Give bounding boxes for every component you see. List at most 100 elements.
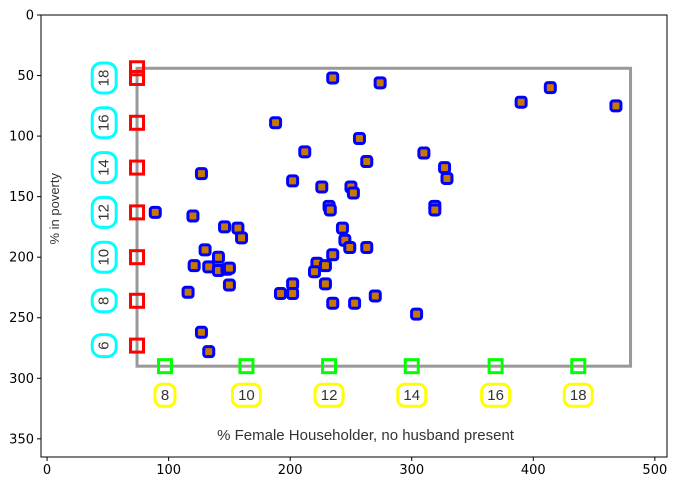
data-point xyxy=(514,95,528,109)
y-tick-box xyxy=(129,69,146,86)
inner-y-tick-label: 16 xyxy=(96,114,113,131)
data-point xyxy=(286,174,300,188)
data-point xyxy=(307,265,321,279)
outer-y-tick-label: 250 xyxy=(9,311,34,326)
inner-x-tick-label: 18 xyxy=(570,387,587,404)
y-label-box xyxy=(90,195,118,229)
inner-x-tick-label: 10 xyxy=(238,387,255,404)
data-points xyxy=(148,71,623,359)
data-point xyxy=(273,287,287,301)
data-point xyxy=(298,145,312,159)
x-tick-box xyxy=(570,358,587,375)
x-label-box xyxy=(153,382,177,408)
inner-y-tick-label: 10 xyxy=(96,249,113,266)
data-point xyxy=(222,278,236,292)
inner-x-axis-label: % Female Householder, no husband present xyxy=(217,427,515,444)
x-tick-box xyxy=(156,358,173,375)
data-point xyxy=(428,203,442,217)
y-label-box xyxy=(90,151,118,185)
data-point xyxy=(373,76,387,90)
data-point xyxy=(187,259,201,273)
y-tick-box xyxy=(129,60,146,77)
inner-y-axis-label: % in poverty xyxy=(47,172,62,244)
inner-x-tick-labels: 8 10 12 14 16 18 xyxy=(161,387,587,404)
y-tick-box xyxy=(129,114,146,131)
y-label-box xyxy=(90,106,118,140)
data-point xyxy=(346,186,360,200)
y-tick-box xyxy=(129,292,146,309)
y-label-box xyxy=(90,333,118,359)
data-point xyxy=(222,261,236,275)
data-point xyxy=(352,132,366,146)
data-point xyxy=(198,243,212,257)
data-point xyxy=(609,99,623,113)
inner-y-tick-label: 6 xyxy=(96,341,113,349)
data-point xyxy=(348,296,362,310)
data-point xyxy=(326,248,340,262)
data-point xyxy=(202,345,216,359)
outer-y-tick-label: 150 xyxy=(9,190,34,205)
x-label-box xyxy=(480,382,512,408)
x-tick-box xyxy=(403,358,420,375)
outer-y-tick-label: 0 xyxy=(26,9,34,24)
outer-x-tick-label: 400 xyxy=(521,463,546,478)
data-point xyxy=(269,116,283,130)
annotation-boxes xyxy=(90,60,594,408)
data-point xyxy=(360,155,374,169)
data-point xyxy=(543,81,557,95)
outer-axes-frame xyxy=(40,14,668,458)
outer-y-tick-label: 50 xyxy=(17,69,34,84)
data-point xyxy=(360,241,374,255)
inner-x-tick-label: 8 xyxy=(161,387,169,404)
data-point xyxy=(218,220,232,234)
outer-x-tick-label: 500 xyxy=(642,463,667,478)
outer-y-ticks: 0 50 100 150 200 250 300 350 xyxy=(9,9,41,447)
data-point xyxy=(368,289,382,303)
outer-y-tick-label: 350 xyxy=(9,432,34,447)
x-tick-box xyxy=(321,358,338,375)
outer-y-tick-label: 300 xyxy=(9,372,34,387)
inner-y-tick-label: 12 xyxy=(96,204,113,221)
outer-x-tick-label: 0 xyxy=(43,463,51,478)
inner-x-tick-label: 12 xyxy=(321,387,338,404)
data-point xyxy=(417,146,431,160)
data-point xyxy=(440,171,454,185)
data-point xyxy=(235,231,249,245)
x-tick-box xyxy=(487,358,504,375)
inner-plot-frame xyxy=(135,66,633,368)
inner-plot-image: % Female Householder, no husband present… xyxy=(47,60,633,444)
inner-y-tick-labels: 18 16 14 12 10 8 6 xyxy=(96,70,113,350)
outer-x-tick-label: 300 xyxy=(399,463,424,478)
y-tick-box xyxy=(129,337,146,354)
data-point xyxy=(148,205,162,219)
data-point xyxy=(318,259,332,273)
x-label-box xyxy=(313,382,345,408)
outer-x-ticks: 0 100 200 300 400 500 xyxy=(43,457,667,478)
data-point xyxy=(186,209,200,223)
inner-y-tick-label: 18 xyxy=(96,70,113,87)
data-point xyxy=(194,167,208,181)
data-point xyxy=(286,287,300,301)
inner-x-tick-label: 16 xyxy=(487,387,504,404)
data-point xyxy=(315,180,329,194)
y-tick-box xyxy=(129,249,146,266)
outer-x-tick-label: 200 xyxy=(278,463,303,478)
x-label-box xyxy=(230,382,262,408)
outer-y-tick-label: 200 xyxy=(9,251,34,266)
data-point xyxy=(438,161,452,175)
y-label-box xyxy=(90,288,118,314)
y-tick-box xyxy=(129,204,146,221)
data-point xyxy=(323,203,337,217)
inner-y-tick-label: 14 xyxy=(96,159,113,176)
x-label-box xyxy=(562,382,594,408)
data-point xyxy=(194,325,208,339)
data-point xyxy=(343,241,357,255)
data-point xyxy=(181,285,195,299)
outer-y-tick-label: 100 xyxy=(9,130,34,145)
inner-y-tick-label: 8 xyxy=(96,297,113,305)
y-tick-box xyxy=(129,159,146,176)
x-label-box xyxy=(396,382,428,408)
y-label-box xyxy=(90,240,118,274)
y-label-box xyxy=(90,61,118,95)
